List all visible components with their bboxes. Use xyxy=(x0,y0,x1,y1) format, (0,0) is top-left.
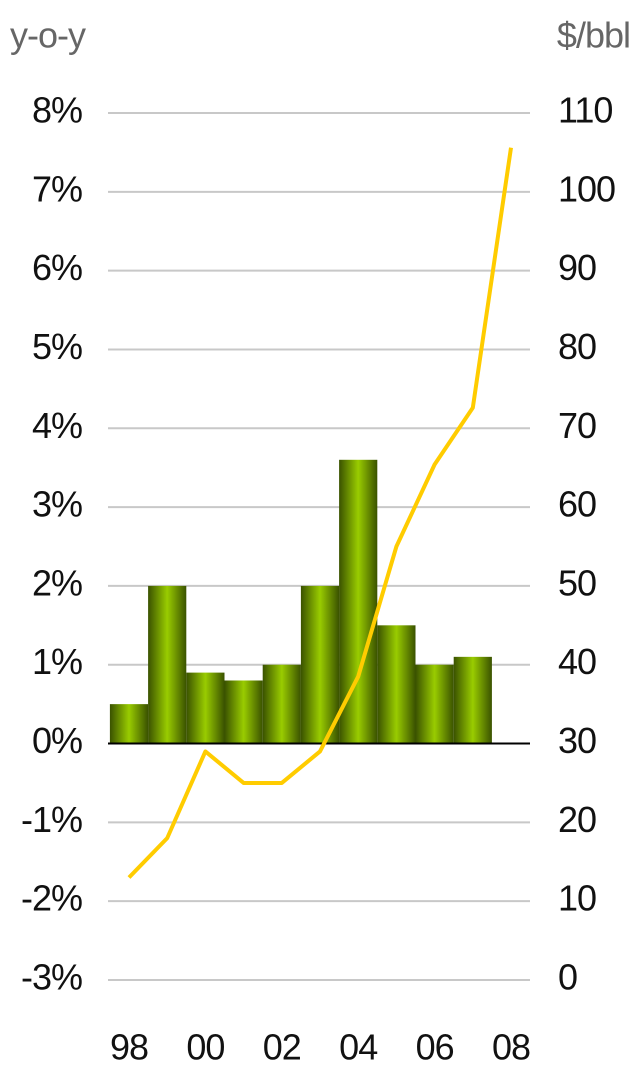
y-tick-label: 4% xyxy=(32,405,82,446)
y-tick-label: 2% xyxy=(32,562,82,603)
bar xyxy=(300,585,340,744)
price-line xyxy=(127,147,513,879)
y2-tick-label: 80 xyxy=(558,326,596,367)
y-tick-label: 7% xyxy=(32,168,82,209)
x-tick-label: 08 xyxy=(492,1027,530,1068)
y2-tick-label: 20 xyxy=(558,799,596,840)
y-tick-label: 5% xyxy=(32,326,82,367)
bar xyxy=(148,585,187,744)
x-tick-label: 06 xyxy=(416,1027,454,1068)
x-tick-label: 04 xyxy=(339,1027,377,1068)
y2-tick-label: 40 xyxy=(558,641,596,682)
y-tick-label: 1% xyxy=(32,641,82,682)
y2-tick-label: 100 xyxy=(558,168,615,209)
y-tick-label: 0% xyxy=(32,720,82,761)
y-tick-label: -3% xyxy=(21,957,82,998)
y2-tick-label: 60 xyxy=(558,484,596,525)
bar xyxy=(453,656,492,744)
y-tick-label: 3% xyxy=(32,484,82,525)
bar xyxy=(224,680,263,744)
x-tick-label: 98 xyxy=(110,1027,148,1068)
y2-tick-label: 110 xyxy=(558,90,612,131)
y2-tick-label: 50 xyxy=(558,562,596,603)
y-axis-label: y-o-y xyxy=(10,15,86,56)
bar xyxy=(109,704,149,744)
x-tick-label: 00 xyxy=(186,1027,224,1068)
y-tick-label: 8% xyxy=(32,90,82,131)
y2-tick-label: 10 xyxy=(558,878,596,919)
bar xyxy=(262,664,301,744)
y2-tick-label: 0 xyxy=(558,957,577,998)
bar xyxy=(377,625,416,744)
y-tick-label: 6% xyxy=(32,247,82,288)
y-tick-label: -2% xyxy=(21,878,82,919)
y2-axis-label: $/bbl xyxy=(557,15,630,56)
y2-tick-label: 90 xyxy=(558,247,596,288)
bar xyxy=(415,664,454,744)
bar xyxy=(339,459,378,744)
y-tick-label: -1% xyxy=(21,799,82,840)
y2-tick-label: 30 xyxy=(558,720,596,761)
y2-tick-label: 70 xyxy=(558,405,596,446)
x-tick-label: 02 xyxy=(263,1027,301,1068)
bar xyxy=(186,672,225,744)
